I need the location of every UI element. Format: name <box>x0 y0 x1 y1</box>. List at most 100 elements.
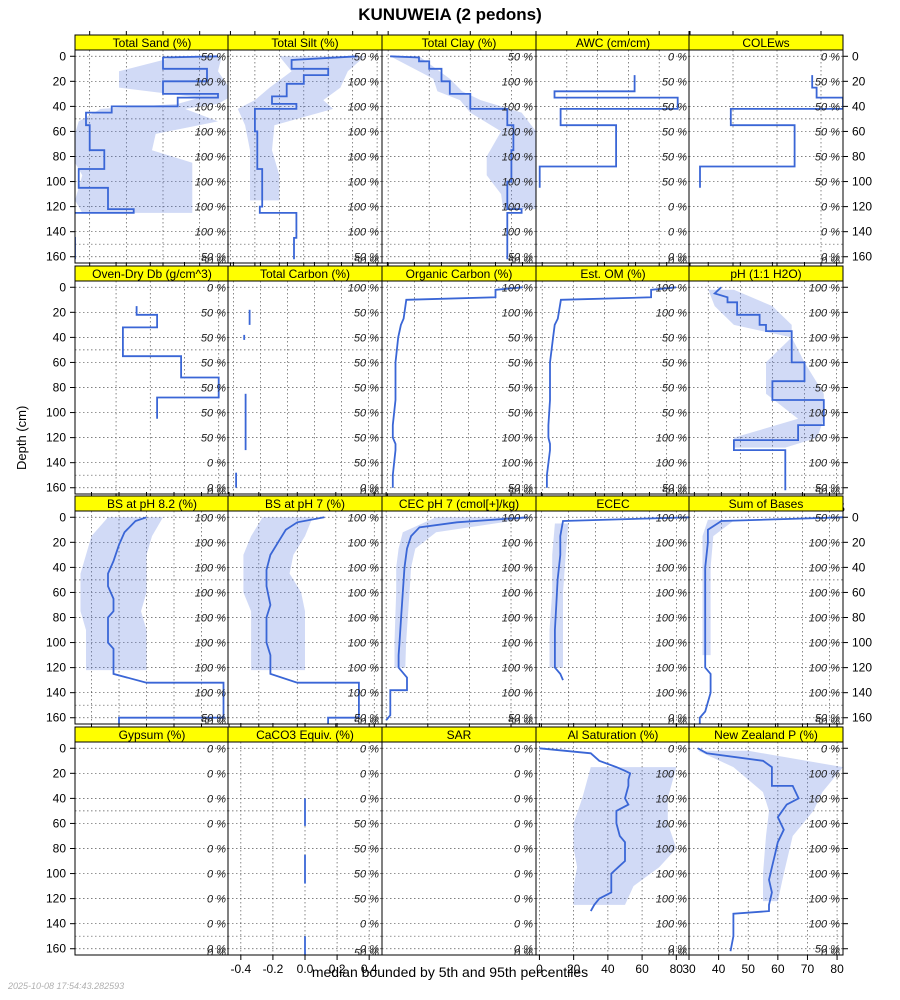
y-tick-label: 0 <box>852 510 859 524</box>
panel-series: 0 %0 %0 %0 %0 %0 %0 %0 %0 %0 % <box>207 743 226 959</box>
percent-label: 50 % <box>354 869 379 881</box>
y-tick-label: 40 <box>53 99 67 113</box>
y-tick-label: 140 <box>46 225 66 239</box>
median-line <box>698 516 843 724</box>
percent-label: 0 % <box>668 713 687 725</box>
x-tick-label: 80 <box>830 962 844 976</box>
percent-label: 100 % <box>656 562 687 574</box>
percent-label: 0 % <box>668 743 687 755</box>
panel-bs-at-ph-8-2: 100 % 100 % 100 % 100 % 100 % 100 % 100 % 100 %… <box>74 492 236 745</box>
median-line <box>265 516 360 724</box>
percent-label: 100 % <box>502 202 533 214</box>
percent-label: 0 % <box>207 919 226 931</box>
y-tick-label: 20 <box>53 305 67 319</box>
percent-label: 50 % <box>201 51 226 63</box>
percent-label: 100 % <box>502 152 533 164</box>
percent-label: 100 % <box>809 844 840 856</box>
percent-label: 0 % <box>514 844 533 856</box>
percent-label: 100 % <box>195 76 226 88</box>
percent-label: 100 % <box>195 101 226 113</box>
percent-label: 100 % <box>195 126 226 138</box>
panel-title: Total Silt (%) <box>271 36 338 50</box>
percent-label: 0 % <box>207 947 226 959</box>
percent-label: 50 % <box>354 408 379 420</box>
percent-label: 50 % <box>662 101 687 113</box>
percent-label: 100 % <box>348 126 379 138</box>
percent-label: 50 % <box>354 252 379 264</box>
percent-label: 100 % <box>502 101 533 113</box>
panel-ecec: 100 % 100 % 100 % 100 % 100 % 100 % 100 % 100 %… <box>535 492 691 745</box>
percent-label: 100 % <box>809 818 840 830</box>
y-tick-label: 140 <box>46 917 66 931</box>
percent-label: 50 % <box>201 433 226 445</box>
y-tick-label: 60 <box>53 355 67 369</box>
y-tick-label: 100 <box>852 636 872 650</box>
percent-label: 100 % <box>348 562 379 574</box>
percent-label: 100 % <box>656 919 687 931</box>
percent-label: 100 % <box>656 663 687 675</box>
panel-cec-ph-7-cmol-kg: 100 % 100 % 100 % 100 % 100 % 100 % 100 % 100 %… <box>381 492 537 745</box>
percent-label: 100 % <box>502 282 533 294</box>
y-tick-label: 0 <box>59 49 66 63</box>
percent-label: 100 % <box>809 688 840 700</box>
percent-label: 50 % <box>354 894 379 906</box>
median-line <box>253 55 358 260</box>
percent-label: 100 % <box>348 101 379 113</box>
y-tick-label: 80 <box>53 381 67 395</box>
percent-label: 50 % <box>201 713 226 725</box>
panel-title: BS at pH 8.2 (%) <box>107 497 197 511</box>
y-tick-label: 100 <box>46 867 66 881</box>
percent-label: 100 % <box>656 638 687 650</box>
percent-label: 100 % <box>656 512 687 524</box>
percentile-band <box>75 56 229 213</box>
percent-label: 100 % <box>809 613 840 625</box>
y-tick-label: 120 <box>46 892 66 906</box>
percent-label: 50 % <box>508 483 533 495</box>
percent-label: 50 % <box>354 818 379 830</box>
percent-label: 100 % <box>348 638 379 650</box>
percent-label: 100 % <box>195 613 226 625</box>
percentile-band <box>243 517 313 671</box>
percent-label: 0 % <box>514 944 533 956</box>
panel-title: Sum of Bases <box>729 497 804 511</box>
percent-label: 100 % <box>809 768 840 780</box>
panel-total-clay: 50 % 100 % 100 % 100 % 100 % 100 % 100 % 100 % 5… <box>381 31 537 284</box>
median-line <box>697 747 800 952</box>
x-tick-label: 50 <box>742 962 756 976</box>
median-line <box>122 306 220 419</box>
percent-label: 100 % <box>809 537 840 549</box>
percent-label: 50 % <box>662 486 687 498</box>
panel-colews: 0 %50 %50 %50 %50 %50 %0 %0 %0 %0 %COLEw… <box>677 31 844 284</box>
percent-label: 50 % <box>354 332 379 344</box>
percent-label: 50 % <box>815 483 840 495</box>
x-tick-label: 40 <box>601 962 615 976</box>
percent-label: 0 % <box>821 252 840 264</box>
percent-label: 0 % <box>514 894 533 906</box>
percent-label: 100 % <box>502 613 533 625</box>
panel-title: pH (1:1 H2O) <box>730 267 801 281</box>
median-line <box>546 286 677 488</box>
percent-label: 100 % <box>502 307 533 319</box>
y-tick-label: 40 <box>53 330 67 344</box>
panel-title: New Zealand P (%) <box>714 728 818 742</box>
percent-label: 0 % <box>360 793 379 805</box>
percent-label: 50 % <box>201 252 226 264</box>
percent-label: 0 % <box>207 743 226 755</box>
panel-sum-of-bases: 50 % 100 % 100 % 100 % 100 % 100 % 100 % 100 % 5… <box>688 492 844 745</box>
percent-label: 50 % <box>815 126 840 138</box>
panel-al-saturation: 0 % 100 % 100 % 100 % 100 % 100 % 100 % 100 % 0 … <box>535 723 691 976</box>
percent-label: 50 % <box>815 512 840 524</box>
percent-label: 100 % <box>348 202 379 214</box>
median-line <box>554 516 690 681</box>
panel-total-sand: 50 % 100 % 100 % 100 % 100 % 100 % 100 % 100 % 5… <box>74 31 230 284</box>
y-tick-label: 60 <box>53 816 67 830</box>
panel-bs-at-ph-7: 100 % 100 % 100 % 100 % 100 % 100 % 100 % 100 %… <box>227 492 383 745</box>
median-line <box>390 55 523 260</box>
percent-label: 100 % <box>348 587 379 599</box>
panel-series: 0 %0 %0 %50 %50 %50 %50 %0 %0 %50 % <box>304 743 379 955</box>
timestamp: 2025-10-08 17:54:43.282593 <box>8 981 125 991</box>
percent-label: 50 % <box>201 307 226 319</box>
y-tick-label: 160 <box>852 250 872 264</box>
x-tick-label: 40 <box>712 962 726 976</box>
percentile-band <box>708 289 824 448</box>
